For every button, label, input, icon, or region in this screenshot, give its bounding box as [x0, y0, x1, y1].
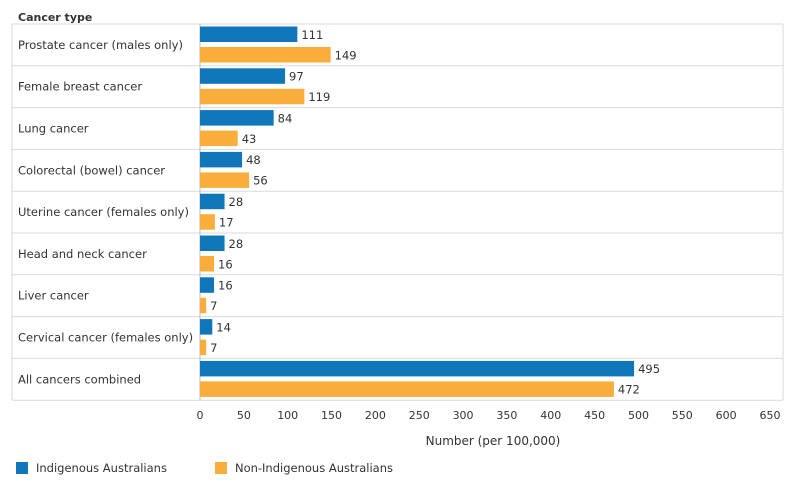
x-tick-label-500: 500 — [628, 409, 649, 422]
bar-non-indigenous-australians-prostate-cancer-males-only[interactable] — [200, 47, 331, 63]
legend-item-non-indigenous[interactable]: Non-Indigenous Australians — [214, 461, 394, 475]
x-tick-label-0: 0 — [197, 409, 204, 422]
bar-non-indigenous-australians-lung-cancer[interactable] — [200, 130, 238, 147]
x-tick-label-200: 200 — [365, 409, 386, 422]
value-label-indigenous-australians-liver-cancer: 16 — [218, 279, 233, 293]
legend: Indigenous Australians Non-Indigenous Au… — [16, 461, 393, 475]
value-label-non-indigenous-australians-uterine-cancer-females-only: 17 — [219, 215, 234, 229]
bar-indigenous-australians-head-and-neck-cancer[interactable] — [200, 235, 225, 252]
bar-indigenous-australians-lung-cancer[interactable] — [200, 110, 274, 126]
value-label-non-indigenous-australians-all-cancers-combined: 472 — [618, 383, 640, 397]
value-label-indigenous-australians-uterine-cancer-females-only: 28 — [229, 195, 244, 209]
value-label-non-indigenous-australians-head-and-neck-cancer: 16 — [218, 257, 233, 271]
bar-non-indigenous-australians-liver-cancer[interactable] — [200, 297, 207, 314]
category-label-liver-cancer: Liver cancer — [18, 289, 89, 303]
bar-indigenous-australians-colorectal-bowel-cancer[interactable] — [200, 151, 243, 168]
value-label-indigenous-australians-prostate-cancer-males-only: 111 — [301, 28, 323, 42]
x-tick-label-350: 350 — [496, 409, 517, 422]
category-label-uterine-cancer-females-only: Uterine cancer (females only) — [18, 205, 189, 219]
bar-non-indigenous-australians-head-and-neck-cancer[interactable] — [200, 256, 215, 272]
value-label-indigenous-australians-head-and-neck-cancer: 28 — [229, 237, 244, 251]
bar-non-indigenous-australians-uterine-cancer-females-only[interactable] — [200, 214, 215, 230]
value-label-indigenous-australians-cervical-cancer-females-only: 14 — [216, 320, 231, 334]
value-label-indigenous-australians-all-cancers-combined: 495 — [638, 362, 660, 376]
x-tick-label-150: 150 — [321, 409, 342, 422]
value-label-non-indigenous-australians-liver-cancer: 7 — [210, 299, 217, 313]
x-tick-label-300: 300 — [453, 409, 474, 422]
value-label-indigenous-australians-female-breast-cancer: 97 — [289, 70, 304, 84]
legend-swatch-non-indigenous — [214, 462, 227, 474]
legend-item-indigenous[interactable]: Indigenous Australians — [16, 461, 167, 475]
bar-indigenous-australians-cervical-cancer-females-only[interactable] — [200, 319, 213, 335]
category-label-colorectal-bowel-cancer: Colorectal (bowel) cancer — [18, 163, 165, 177]
bar-indigenous-australians-female-breast-cancer[interactable] — [200, 68, 286, 84]
category-label-prostate-cancer-males-only: Prostate cancer (males only) — [18, 38, 183, 52]
value-label-non-indigenous-australians-colorectal-bowel-cancer: 56 — [253, 174, 268, 188]
x-axis-ticks: 0 50 100 150 200 250 300 350 400 450 500 550 600 650 — [197, 409, 781, 422]
bar-non-indigenous-australians-female-breast-cancer[interactable] — [200, 88, 305, 105]
value-label-non-indigenous-australians-prostate-cancer-males-only: 149 — [335, 48, 357, 62]
bar-indigenous-australians-uterine-cancer-females-only[interactable] — [200, 193, 225, 210]
x-tick-label-450: 450 — [584, 409, 605, 422]
bar-indigenous-australians-prostate-cancer-males-only[interactable] — [200, 26, 298, 43]
category-label-all-cancers-combined: All cancers combined — [18, 372, 141, 386]
row-header-label: Cancer type — [18, 11, 92, 24]
x-tick-label-400: 400 — [540, 409, 561, 422]
legend-label-non-indigenous: Non-Indigenous Australians — [234, 461, 394, 475]
x-axis-title: Number (per 100,000) — [426, 434, 561, 448]
bar-indigenous-australians-all-cancers-combined[interactable] — [200, 360, 635, 377]
value-label-non-indigenous-australians-cervical-cancer-females-only: 7 — [210, 341, 217, 355]
value-label-non-indigenous-australians-lung-cancer: 43 — [242, 132, 257, 146]
category-labels: Prostate cancer (males only) Female breas… — [18, 38, 193, 386]
x-tick-label-600: 600 — [716, 409, 737, 422]
legend-swatch-indigenous — [16, 462, 28, 474]
x-tick-label-650: 650 — [760, 409, 781, 422]
category-label-lung-cancer: Lung cancer — [18, 122, 89, 136]
bar-indigenous-australians-liver-cancer[interactable] — [200, 277, 215, 293]
x-tick-label-250: 250 — [409, 409, 430, 422]
bar-non-indigenous-australians-cervical-cancer-females-only[interactable] — [200, 339, 207, 356]
bar-non-indigenous-australians-colorectal-bowel-cancer[interactable] — [200, 172, 250, 188]
row-grid — [11, 23, 784, 401]
legend-label-indigenous: Indigenous Australians — [36, 461, 167, 475]
x-tick-label-550: 550 — [672, 409, 693, 422]
category-label-cervical-cancer-females-only: Cervical cancer (females only) — [18, 331, 193, 345]
value-label-non-indigenous-australians-female-breast-cancer: 119 — [308, 90, 330, 104]
bar-non-indigenous-australians-all-cancers-combined[interactable] — [200, 381, 614, 397]
value-label-indigenous-australians-lung-cancer: 84 — [278, 111, 293, 125]
x-tick-label-100: 100 — [277, 409, 298, 422]
value-label-indigenous-australians-colorectal-bowel-cancer: 48 — [246, 153, 261, 167]
category-label-female-breast-cancer: Female breast cancer — [18, 80, 142, 94]
category-label-head-and-neck-cancer: Head and neck cancer — [18, 247, 147, 261]
x-tick-label-50: 50 — [237, 409, 251, 422]
